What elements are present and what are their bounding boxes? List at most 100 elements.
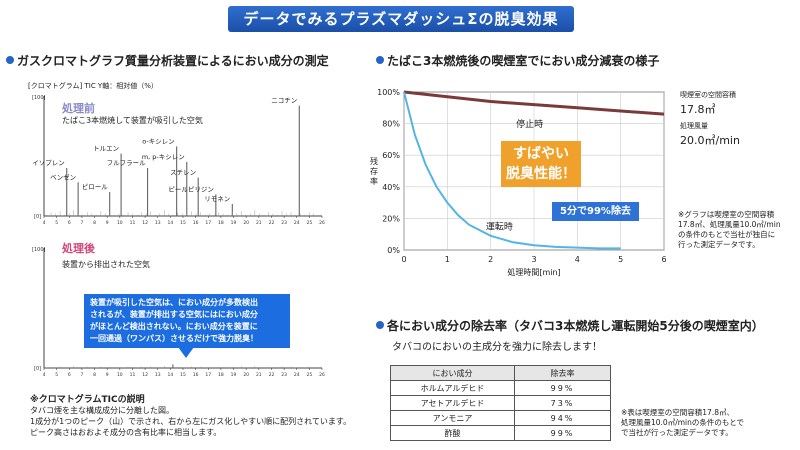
removal-tag: 5分で99%除去 [552,202,639,221]
chrom-x-tick: 10 [117,220,123,226]
chrom-y-tick: [100] [32,95,45,101]
chrom-x-tick: 24 [294,372,300,378]
table-row: 酢酸 99% [390,425,611,441]
room-volume-value: 17.8㎥ [680,103,716,116]
chromatogram-callout: 装置が吸引した空気は、におい成分が多数検出 されるが、装置が排出する空気にはにお… [84,294,290,348]
chrom-y-tick: [100] [32,247,45,253]
chrom-x-tick: 7 [80,220,83,226]
chrom-x-tick: 20 [243,220,249,226]
bullet-icon [376,56,384,64]
removal-section-title: 各におい成分の除去率（タバコ3本燃焼し運転開始5分後の喫煙室内） [376,317,764,334]
removal-note-line: で当社が行った測定データです。 [621,428,733,437]
chrom-x-tick: 10 [117,372,123,378]
chrom-x-tick: 21 [256,372,262,378]
chrom-x-tick: 26 [319,220,325,226]
chrom-y-tick: [0] [34,214,41,220]
chrom-peak-label: ピールピリジン [168,185,214,193]
room-volume-label: 喫煙室の空間容積 [680,91,736,99]
chrom-x-tick: 4 [43,220,46,226]
table-header: 除去率 [514,365,611,381]
decay-x-label: 処理時間[min] [507,267,560,277]
chrom-x-tick: 13 [155,372,161,378]
table-cell: 99% [514,380,611,396]
decay-label-run: 運転時 [486,221,513,232]
decay-x-tick: 1 [445,255,450,264]
table-row: アンモニア 94% [390,410,611,426]
chrom-x-tick: 7 [80,372,83,378]
chrom-peak-label: o-キシレン [142,137,174,145]
chrom-peak-label: ベンゼン [50,172,76,181]
chrom-x-tick: 12 [142,220,148,226]
chrom-x-tick: 9 [106,220,109,226]
chrom-x-tick: 6 [68,220,71,226]
chrom-x-tick: 11 [130,220,136,226]
airflow-value: 20.0㎥/min [680,134,740,147]
table-row: ホルムアルデヒド 99% [390,380,611,396]
chromatogram-charts: [0] [100] 4 5 6 7 8 9 10 11 12 13 14 15 16 17 18 19 20 21 22… [32,95,325,378]
chrom-x-tick: 11 [130,372,136,378]
removal-table: におい成分 除去率 ホルムアルデヒド 99% アセトアルデヒド 73% アンモニア 9… [390,365,611,441]
decay-y-tick: 60% [382,151,400,160]
chrom-peak-label: m, p-キシレン [142,153,185,161]
decay-series-run [403,91,621,250]
decay-section-title: たばこ3本燃焼後の喫煙室でにおい成分減衰の様子 [376,52,659,69]
chrom-x-tick: 16 [193,372,199,378]
chrom-peak-label: リモネン [204,195,230,203]
table-cell: 酢酸 [390,425,515,441]
chrom-x-tick: 12 [142,372,148,378]
chrom-x-tick: 5 [55,372,58,378]
callout-line: 一回通過（ワンパス）させるだけで強力脱臭！ [90,334,258,343]
before-desc: たばこ3本燃焼して装置が吸引した空気 [62,116,203,125]
chrom-x-tick: 21 [256,220,262,226]
chrom-x-tick: 8 [93,372,96,378]
after-desc: 装置から排出された空気 [62,260,150,269]
removal-section-title-text: 各におい成分の除去率（タバコ3本燃焼し運転開始5分後の喫煙室内） [387,319,764,333]
callout-line: されるが、装置が排出する空気にはにおい成分 [90,310,258,319]
decay-y-tick: 40% [382,183,400,192]
page-banner: データでみるプラズマダッシュΣの脱臭効果 [228,6,574,32]
decay-x-tick: 6 [661,255,666,264]
chrom-x-tick: 19 [231,372,237,378]
decay-y-label: 残 [370,156,378,166]
chrom-x-tick: 17 [205,372,211,378]
callout-line: がほとんど検出されない。におい成分を装置に [90,322,258,331]
callout-tail [178,347,194,358]
decay-y-tick: 0% [387,246,400,255]
chrom-x-tick: 8 [93,220,96,226]
note-line: タバコ煙を主な構成成分に分離した図。 [30,406,174,415]
gc-section-title-text: ガスクロマトグラフ質量分析装置によるにおい成分の測定 [17,54,329,68]
speed-callout: すばやい 脱臭性能！ [501,141,581,187]
chrom-x-tick: 4 [43,372,46,378]
chrom-x-tick: 23 [281,220,287,226]
chrom-x-tick: 5 [55,220,58,226]
decay-note-line: ※グラフは喫煙室の空間容積 [678,210,775,219]
chromatogram-header: [クロマトグラム] TIC Y軸：相対値（%） [28,82,158,90]
decay-y-label: 率 [370,176,378,186]
gc-section-title: ガスクロマトグラフ質量分析装置によるにおい成分の測定 [6,52,329,69]
table-cell: アンモニア [390,410,515,426]
chrom-x-tick: 19 [231,220,237,226]
chrom-x-tick: 14 [167,220,173,226]
table-header: におい成分 [390,365,515,381]
callout-line: 装置が吸引した空気は、におい成分が多数検出 [90,298,258,307]
decay-y-tick: 100% [377,88,400,97]
chrom-peak-label: スチレン [170,169,196,177]
bullet-icon [6,56,14,64]
table-cell: 73% [514,395,611,411]
chrom-x-tick: 22 [269,372,275,378]
note-line: 1成分が1つのピーク（山）で示され、右から左にガス化しやすい順に配列されています… [30,417,352,426]
chrom-x-tick: 14 [167,372,173,378]
chrom-x-tick: 18 [218,220,224,226]
chrom-peak-label: ニコチン [271,97,297,105]
decay-series-stop [403,90,665,116]
table-cell: 94% [514,410,611,426]
chrom-x-tick: 13 [155,220,161,226]
table-cell: 99% [514,425,611,441]
table-cell: アセトアルデヒド [390,395,515,411]
chrom-x-tick: 23 [281,372,287,378]
decay-note-line: の条件のもとで当社が独自に [678,230,776,239]
note-line: ピーク高さはおおよそ成分の含有比率に相当します。 [30,428,222,437]
table-cell: ホルムアルデヒド [390,380,515,396]
decay-y-tick: 20% [382,214,400,223]
chrom-peak-label: ピロール [82,183,109,191]
